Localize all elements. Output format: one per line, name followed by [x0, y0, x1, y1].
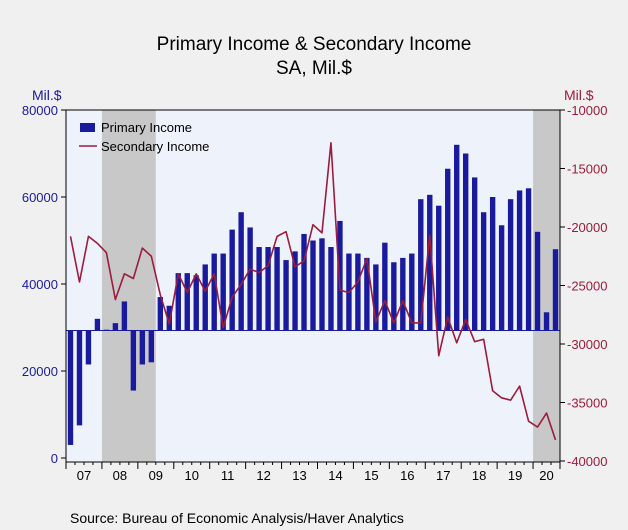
primary-income-bar: [525, 188, 532, 331]
x-axis-year-label: 12: [256, 468, 270, 483]
primary-income-bar: [310, 240, 316, 331]
primary-income-bar: [382, 242, 388, 331]
primary-income-bar: [211, 253, 217, 331]
source-note: Source: Bureau of Economic Analysis/Have…: [70, 510, 404, 526]
recession-band: [101, 110, 156, 462]
x-axis-year-label: 14: [328, 468, 342, 483]
primary-income-bar: [543, 312, 550, 331]
primary-income-bar: [552, 249, 559, 331]
x-axis-year-label: 10: [185, 468, 199, 483]
primary-income-bar: [193, 275, 199, 331]
right-axis-tick-label: -15000: [567, 162, 607, 177]
right-axis-tick-label: -35000: [567, 396, 607, 411]
primary-income-bar: [157, 297, 164, 331]
primary-income-bar: [283, 260, 289, 331]
legend: Primary Income Secondary Income: [79, 120, 209, 154]
primary-income-bar: [166, 305, 172, 331]
primary-income-bar: [148, 330, 155, 363]
legend-swatch-primary-income: [80, 123, 95, 132]
primary-income-bar: [202, 264, 208, 331]
x-axis-year-label: 13: [292, 468, 306, 483]
chart-subtitle: SA, Mil.$: [276, 58, 352, 79]
primary-income-bar: [247, 227, 253, 331]
right-axis-tick-label: -25000: [567, 279, 607, 294]
primary-income-bar: [471, 177, 478, 331]
right-axis-tick-label: -40000: [567, 454, 607, 469]
x-axis-year-label: 09: [149, 468, 163, 483]
primary-income-bar: [319, 238, 325, 331]
primary-income-bar: [355, 253, 361, 331]
primary-income-bar: [301, 233, 307, 331]
right-axis-unit: Mil.$: [564, 87, 594, 103]
primary-income-bar: [112, 323, 119, 331]
primary-income-bar: [94, 318, 101, 331]
primary-income-bar: [274, 247, 280, 331]
x-axis-year-label: 07: [77, 468, 91, 483]
primary-income-bar: [139, 330, 146, 365]
primary-income-bar: [489, 197, 496, 331]
primary-income-bar: [121, 301, 128, 331]
primary-income-bar: [67, 330, 74, 445]
primary-income-bar: [184, 273, 190, 331]
x-axis-year-label: 11: [221, 468, 235, 483]
primary-income-bar: [85, 330, 92, 365]
primary-income-bar: [436, 205, 442, 331]
primary-income-bar: [498, 225, 505, 331]
primary-income-bar: [229, 229, 235, 331]
x-axis-year-label: 19: [508, 468, 522, 483]
left-axis-tick-label: 40000: [22, 277, 58, 292]
primary-income-bar: [175, 273, 181, 331]
x-axis-year-label: 17: [436, 468, 450, 483]
primary-income-bar: [256, 247, 262, 331]
primary-income-bar: [265, 247, 271, 331]
primary-income-bar: [328, 247, 334, 331]
primary-income-bar: [400, 257, 406, 331]
legend-label-primary-income: Primary Income: [101, 120, 192, 135]
primary-income-bar: [391, 262, 397, 331]
left-axis-tick-label: 20000: [22, 364, 58, 379]
primary-income-bar: [427, 194, 433, 331]
left-axis-unit: Mil.$: [32, 87, 62, 103]
x-axis-year-label: 08: [113, 468, 127, 483]
primary-income-bar: [445, 168, 451, 331]
secondary-income-line: [69, 141, 557, 441]
x-axis-year-label: 20: [539, 468, 553, 483]
x-axis-year-label: 18: [472, 468, 486, 483]
primary-income-bar: [409, 253, 415, 331]
legend-label-secondary-income: Secondary Income: [101, 139, 209, 154]
right-axis-tick-label: -20000: [567, 220, 607, 235]
primary-income-bar: [534, 231, 541, 331]
right-axis-tick-label: -30000: [567, 337, 607, 352]
primary-income-bar: [220, 253, 226, 331]
primary-income-bar: [418, 199, 424, 331]
x-axis-year-label: 15: [364, 468, 378, 483]
primary-income-bar: [373, 264, 379, 331]
primary-income-bar: [130, 330, 137, 391]
primary-income-bar: [507, 199, 514, 331]
x-axis-year-label: 16: [400, 468, 414, 483]
primary-income-bar: [454, 144, 460, 331]
primary-income-bar: [292, 251, 298, 331]
left-axis-tick-label: 80000: [22, 103, 58, 118]
primary-income-bar: [480, 212, 487, 331]
primary-income-bar: [462, 153, 469, 331]
primary-income-bar: [76, 330, 83, 426]
right-axis-tick-label: -10000: [567, 103, 607, 118]
left-axis-tick-label: 60000: [22, 190, 58, 205]
primary-income-bar: [364, 257, 370, 331]
chart-title: Primary Income & Secondary Income: [157, 34, 472, 55]
left-axis-tick-label: 0: [51, 451, 58, 466]
primary-income-bar: [516, 190, 523, 331]
primary-income-bar: [238, 212, 244, 331]
primary-income-bar: [337, 220, 343, 331]
